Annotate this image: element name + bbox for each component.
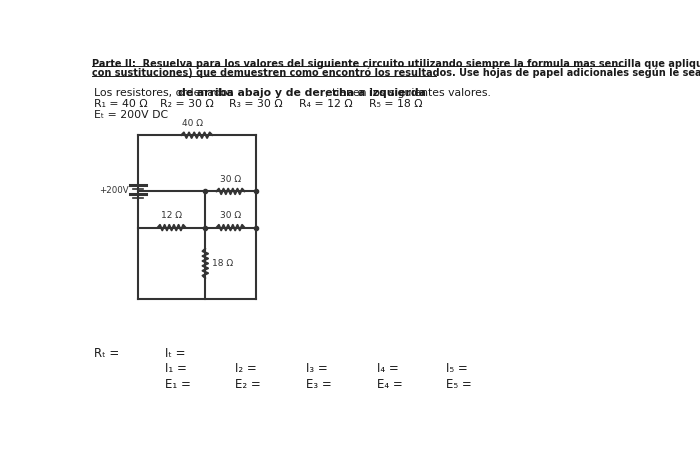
Text: +200V: +200V <box>99 186 129 195</box>
Text: R₅ = 18 Ω: R₅ = 18 Ω <box>369 99 422 109</box>
Text: 30 Ω: 30 Ω <box>220 211 241 220</box>
Text: 12 Ω: 12 Ω <box>161 211 182 220</box>
Text: I₅ =: I₅ = <box>446 362 468 376</box>
Text: R₃ = 30 Ω: R₃ = 30 Ω <box>230 99 283 109</box>
Text: Los resistores, ordenados: Los resistores, ordenados <box>94 88 237 98</box>
Text: E₁ =: E₁ = <box>165 378 191 391</box>
Text: de arriba abajo y de derecha a izquierda: de arriba abajo y de derecha a izquierda <box>178 88 426 98</box>
Text: I₁ =: I₁ = <box>165 362 187 376</box>
Text: 18 Ω: 18 Ω <box>212 259 233 268</box>
Text: Iₜ =: Iₜ = <box>165 347 186 360</box>
Text: I₂ =: I₂ = <box>234 362 256 376</box>
Text: E₃ =: E₃ = <box>306 378 332 391</box>
Text: E₅ =: E₅ = <box>446 378 471 391</box>
Text: , tienen los siguientes valores.: , tienen los siguientes valores. <box>326 88 491 98</box>
Text: Parte II:  Resuelva para los valores del siguiente circuito utilizando siempre l: Parte II: Resuelva para los valores del … <box>92 58 700 69</box>
Text: con sustituciones) que demuestren como encontró los resultados. Use hojas de pap: con sustituciones) que demuestren como e… <box>92 67 700 78</box>
Text: I₄ =: I₄ = <box>377 362 399 376</box>
Text: E₂ =: E₂ = <box>234 378 260 391</box>
Text: E₄ =: E₄ = <box>377 378 403 391</box>
Text: R₄ = 12 Ω: R₄ = 12 Ω <box>299 99 353 109</box>
Text: 30 Ω: 30 Ω <box>220 175 241 184</box>
Text: R₁ = 40 Ω: R₁ = 40 Ω <box>94 99 147 109</box>
Text: Eₜ = 200V DC: Eₜ = 200V DC <box>94 110 168 120</box>
Text: I₃ =: I₃ = <box>306 362 328 376</box>
Text: R₂ = 30 Ω: R₂ = 30 Ω <box>160 99 214 109</box>
Text: Rₜ =: Rₜ = <box>94 347 119 360</box>
Text: 40 Ω: 40 Ω <box>183 119 204 127</box>
